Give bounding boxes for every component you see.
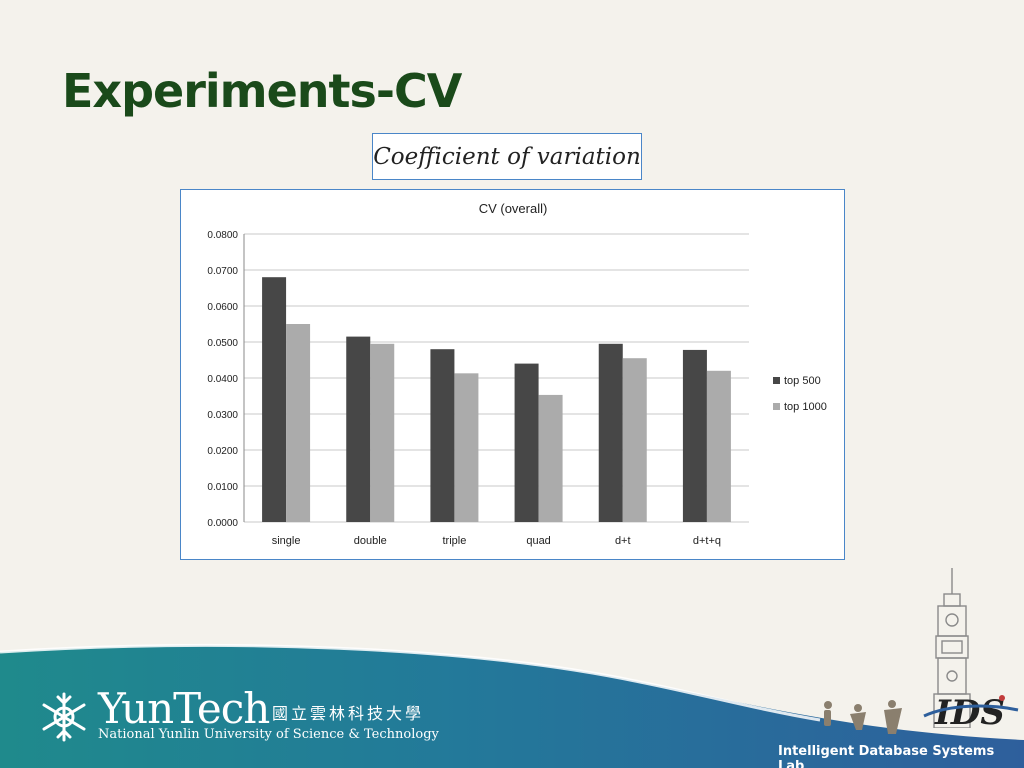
bar-top-500-quad [514, 363, 539, 522]
bar-top-1000-dplust [622, 358, 647, 522]
y-tick-label: 0.0300 [207, 410, 238, 421]
bar-top-1000-double [370, 343, 395, 522]
y-tick-label: 0.0100 [207, 482, 238, 493]
x-tick-label: triple [442, 535, 466, 547]
ids-logo-text: IDS [934, 693, 1005, 733]
university-name: YunTech [98, 684, 270, 733]
legend-swatch [773, 403, 780, 410]
bar-top-500-dplustplusq [682, 349, 707, 522]
legend: top 500 top 1000 [773, 375, 827, 413]
legend-swatch [773, 377, 780, 384]
lab-name: Intelligent Database Systems Lab [778, 744, 995, 768]
y-tick-label: 0.0700 [207, 266, 238, 277]
x-axis-labels: single double triple quad d+t d+t+q [272, 535, 721, 547]
bar-top-500-triple [430, 349, 455, 522]
legend-label: top 1000 [784, 401, 827, 413]
bar-top-500-dplust [598, 343, 623, 522]
y-tick-label: 0.0400 [207, 374, 238, 385]
chart-container: CV (overall) 0.0000 0.0100 0.0200 0.0300 0.0… [180, 189, 845, 560]
x-tick-label: double [354, 535, 387, 547]
slide-title: Experiments-CV [62, 64, 462, 118]
x-tick-label: d+t+q [693, 535, 721, 547]
y-tick-label: 0.0600 [207, 302, 238, 313]
x-tick-label: single [272, 535, 301, 547]
y-tick-label: 0.0800 [207, 230, 238, 241]
bar-top-1000-quad [538, 394, 563, 522]
grid-lines [244, 233, 749, 523]
footer-banner [0, 640, 1024, 768]
subtitle-box: Coefficient of variation [372, 133, 642, 180]
y-tick-label: 0.0200 [207, 446, 238, 457]
yuntech-snowflake-icon [42, 692, 86, 742]
y-axis: 0.0000 0.0100 0.0200 0.0300 0.0400 0.0500 0.06… [207, 230, 245, 529]
university-chinese-name: 國立雲林科技大學 [272, 704, 425, 723]
y-tick-label: 0.0500 [207, 338, 238, 349]
legend-label: top 500 [784, 375, 821, 387]
bar-top-1000-triple [454, 373, 479, 522]
chart-title: CV (overall) [479, 201, 548, 216]
people-figures-icon [824, 700, 902, 734]
bar-chart: CV (overall) 0.00000.01000.02000.03000.0… [207, 201, 827, 547]
y-tick-label: 0.0000 [207, 518, 238, 529]
bar-top-500-double [346, 336, 371, 522]
bar-top-500-single [262, 277, 287, 522]
x-tick-label: d+t [615, 535, 631, 547]
bar-top-1000-single [286, 324, 311, 522]
university-english-name: National Yunlin University of Science & … [98, 727, 439, 742]
bar-top-1000-dplustplusq [706, 370, 731, 522]
ids-lab-logo-icon: IDS [923, 693, 1019, 733]
x-tick-label: quad [526, 535, 550, 547]
bar-series [262, 277, 731, 522]
